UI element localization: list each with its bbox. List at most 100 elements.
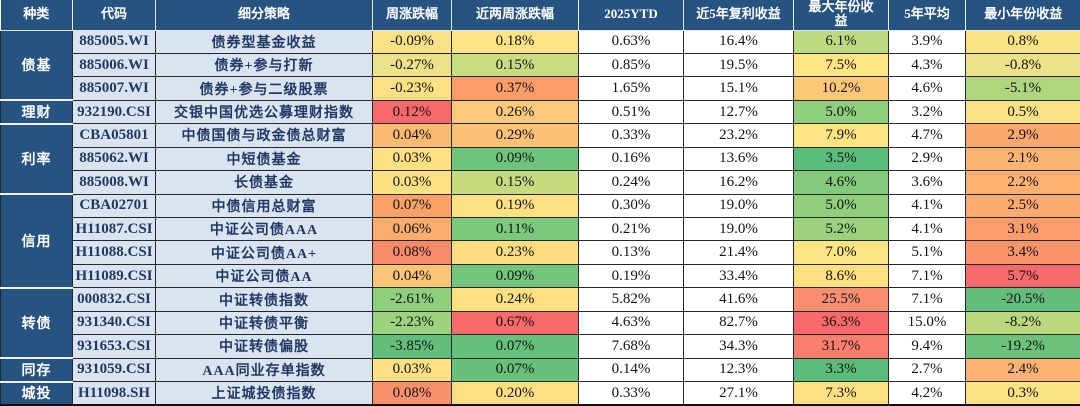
- value-cell-5y-compound: 21.4%: [683, 240, 794, 265]
- value-cell-min-year: 3.1%: [965, 216, 1080, 242]
- code-cell: 931653.CSI: [72, 334, 156, 359]
- value-cell-5y-avg: 4.1%: [888, 193, 966, 219]
- header-5y-avg-label: 5年平均: [904, 6, 950, 22]
- value-cell-ytd: 0.63%: [578, 29, 684, 54]
- value-cell-week-change: 0.04%: [372, 123, 452, 148]
- header-category-label: 种类: [23, 6, 50, 22]
- value-cell-ytd: 0.21%: [578, 216, 684, 242]
- code-cell: CBA02701: [72, 193, 156, 219]
- table-row: 理财 932190.CSI 交银中国优选公募理财指数 0.12% 0.26% 0.51% 1…: [0, 99, 1080, 125]
- value-cell-two-week-change: 0.07%: [451, 357, 579, 383]
- header-two-week-change-label: 近两周涨跌幅: [475, 6, 554, 22]
- value-cell-min-year: 0.3%: [965, 381, 1080, 406]
- value-cell-ytd: 0.14%: [578, 357, 684, 383]
- table-row: 885008.WI 长债基金 0.03% 0.15% 0.24% 16.2% 4.6% 3.6…: [1, 170, 1080, 195]
- value-cell-week-change: 0.03%: [372, 146, 452, 172]
- value-cell-min-year: 2.2%: [965, 170, 1080, 195]
- value-cell-min-year: -0.8%: [965, 52, 1080, 78]
- value-cell-week-change: 0.04%: [372, 263, 452, 289]
- value-cell-max-year: 7.3%: [793, 381, 889, 406]
- strategy-cell: 中证公司债AAA: [155, 216, 373, 242]
- value-cell-two-week-change: 0.15%: [451, 170, 579, 195]
- value-cell-max-year: 4.6%: [793, 170, 889, 195]
- value-cell-min-year: 0.8%: [965, 29, 1080, 54]
- value-cell-two-week-change: 0.11%: [451, 216, 579, 242]
- header-min-year-label: 最小年份收益: [984, 6, 1063, 22]
- header-max-year-label: 最大年份收益: [808, 0, 874, 29]
- value-cell-min-year: -20.5%: [965, 287, 1080, 312]
- value-cell-max-year: 5.0%: [793, 99, 889, 125]
- code-cell: 885006.WI: [72, 52, 156, 78]
- header-row: 种类 代码 细分策略 周涨跌幅 近两周涨跌幅 2025YTD 近5年复利收益 最…: [0, 0, 1080, 31]
- strategy-cell: 债券+参与打新: [155, 52, 373, 78]
- value-cell-5y-compound: 12.3%: [683, 357, 794, 383]
- value-cell-week-change: -0.09%: [372, 29, 452, 54]
- value-cell-ytd: 0.51%: [578, 99, 684, 125]
- code-cell: 885005.WI: [72, 29, 156, 54]
- code-cell: 931340.CSI: [72, 310, 156, 336]
- value-cell-ytd: 0.33%: [578, 123, 684, 148]
- strategy-cell: 上证城投债指数: [155, 381, 373, 406]
- value-cell-two-week-change: 0.15%: [451, 52, 579, 78]
- category-cell: 理财: [0, 100, 73, 125]
- value-cell-min-year: -5.1%: [965, 76, 1080, 101]
- value-cell-week-change: 0.08%: [372, 240, 452, 265]
- table-row: 债基 885005.WI 债券型基金收益 -0.09% 0.18% 0.63% 16.4% 6…: [0, 29, 1080, 102]
- value-cell-week-change: -0.23%: [372, 76, 452, 101]
- value-cell-5y-compound: 33.4%: [683, 263, 794, 289]
- header-5y-compound: 近5年复利收益: [683, 0, 794, 31]
- header-two-week-change: 近两周涨跌幅: [451, 0, 579, 31]
- value-cell-min-year: 5.7%: [965, 263, 1080, 289]
- value-cell-5y-compound: 19.0%: [683, 216, 794, 242]
- value-cell-ytd: 7.68%: [578, 334, 684, 359]
- value-cell-ytd: 0.19%: [578, 263, 684, 289]
- value-cell-week-change: 0.03%: [372, 170, 452, 195]
- header-ytd-label: 2025YTD: [604, 6, 658, 22]
- value-cell-min-year: 0.5%: [965, 99, 1080, 125]
- value-cell-week-change: -2.61%: [372, 287, 452, 312]
- category-cell: 转债: [0, 287, 73, 360]
- value-cell-two-week-change: 0.37%: [451, 76, 579, 101]
- table-body: 债基 885005.WI 债券型基金收益 -0.09% 0.18% 0.63% 16.4% 6…: [0, 29, 1080, 406]
- code-cell: H11087.CSI: [72, 216, 156, 242]
- value-cell-ytd: 0.16%: [578, 146, 684, 172]
- header-strategy: 细分策略: [155, 0, 373, 31]
- category-cell: 信用: [0, 194, 73, 289]
- value-cell-min-year: 2.9%: [965, 123, 1080, 148]
- table-row: 885006.WI 债券+参与打新 -0.27% 0.15% 0.85% 19.5% 7.5…: [1, 52, 1080, 78]
- value-cell-two-week-change: 0.20%: [451, 381, 579, 406]
- strategy-cell: 中短债基金: [155, 146, 373, 172]
- value-cell-5y-compound: 16.4%: [683, 29, 794, 54]
- strategy-cell: 中债信用总财富: [155, 193, 373, 219]
- value-cell-max-year: 6.1%: [793, 29, 889, 54]
- value-cell-two-week-change: 0.07%: [451, 334, 579, 359]
- value-cell-5y-avg: 15.0%: [888, 310, 966, 336]
- value-cell-ytd: 0.13%: [578, 240, 684, 265]
- value-cell-ytd: 0.24%: [578, 170, 684, 195]
- value-cell-5y-avg: 5.1%: [888, 240, 966, 265]
- value-cell-5y-compound: 27.1%: [683, 381, 794, 406]
- table-row: 885007.WI 债券+参与二级股票 -0.23% 0.37% 1.65% 15.1% 1…: [1, 76, 1080, 101]
- code-cell: 885062.WI: [72, 146, 156, 172]
- value-cell-5y-compound: 41.6%: [683, 287, 794, 312]
- value-cell-two-week-change: 0.09%: [451, 146, 579, 172]
- table-row: 931340.CSI 中证转债平衡 -2.23% 0.67% 4.63% 82.7% 36.…: [1, 310, 1080, 336]
- header-code-label: 代码: [100, 6, 127, 22]
- value-cell-week-change: 0.12%: [372, 99, 452, 125]
- table-header: 种类 代码 细分策略 周涨跌幅 近两周涨跌幅 2025YTD 近5年复利收益 最…: [0, 0, 1080, 31]
- header-code: 代码: [72, 0, 156, 31]
- value-cell-5y-avg: 2.9%: [888, 146, 966, 172]
- table-row: 信用 CBA02701 中债信用总财富 0.07% 0.19% 0.30% 19.0% 5.0…: [0, 193, 1080, 289]
- value-cell-two-week-change: 0.18%: [451, 29, 579, 54]
- value-cell-max-year: 10.2%: [793, 76, 889, 101]
- value-cell-week-change: 0.07%: [372, 193, 452, 219]
- table-row: 885062.WI 中短债基金 0.03% 0.09% 0.16% 13.6% 3.5% 2.…: [1, 146, 1080, 172]
- code-cell: 932190.CSI: [72, 99, 156, 125]
- code-cell: 885008.WI: [72, 170, 156, 195]
- value-cell-max-year: 5.0%: [793, 193, 889, 219]
- value-cell-5y-compound: 82.7%: [683, 310, 794, 336]
- value-cell-5y-avg: 4.1%: [888, 216, 966, 242]
- strategy-cell: 中证转债平衡: [155, 310, 373, 336]
- value-cell-max-year: 8.6%: [793, 263, 889, 289]
